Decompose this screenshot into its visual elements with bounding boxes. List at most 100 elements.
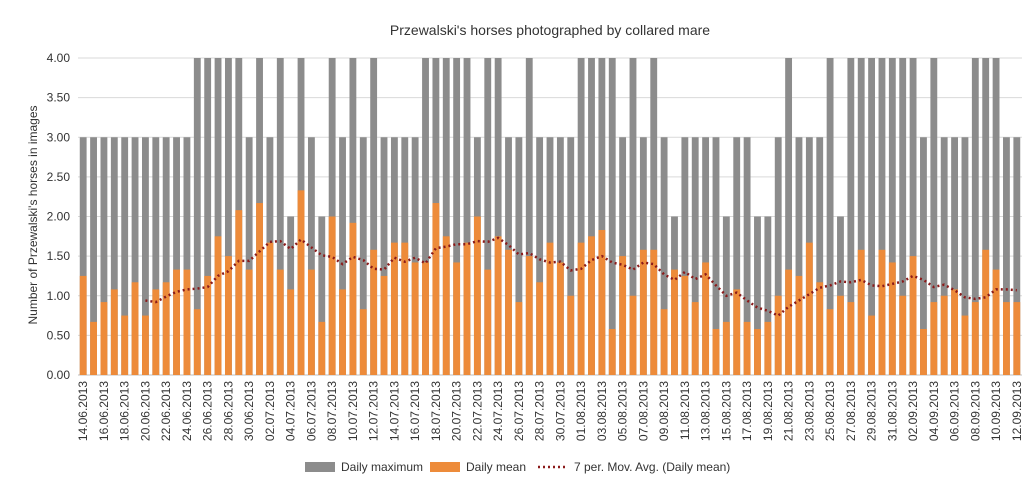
bar [826, 58, 834, 375]
x-tick-label: 24.07.2013 [491, 381, 505, 441]
bar [567, 137, 575, 375]
bar [100, 137, 108, 375]
bar [567, 295, 575, 375]
bar [193, 309, 201, 375]
bar [826, 309, 834, 375]
bar [494, 58, 502, 375]
bar [608, 58, 616, 375]
bar [795, 137, 803, 375]
bar [764, 321, 772, 375]
legend-label: Daily mean [466, 460, 526, 474]
y-tick-label: 1.00 [47, 289, 71, 303]
bar [971, 58, 979, 375]
bar [505, 249, 512, 375]
bar [681, 275, 689, 375]
bar [785, 269, 793, 375]
bar [536, 282, 544, 375]
bar [888, 58, 896, 375]
bar [214, 236, 222, 375]
bar [1003, 302, 1010, 375]
bar [463, 58, 471, 375]
x-tick-label: 27.08.2013 [844, 381, 858, 441]
x-tick-label: 04.07.2013 [284, 381, 298, 441]
x-tick-label: 07.08.2013 [636, 381, 650, 441]
bar [162, 282, 170, 375]
x-tick-label: 14.07.2013 [387, 381, 401, 441]
bar [121, 137, 129, 375]
bar [546, 242, 554, 375]
bar [152, 137, 160, 375]
bar [370, 249, 378, 375]
bar [297, 190, 305, 375]
x-tick-label: 10.07.2013 [346, 381, 360, 441]
y-tick-label: 2.50 [47, 170, 71, 184]
x-tick-label: 02.09.2013 [906, 381, 920, 441]
bar [307, 269, 315, 375]
bar [588, 58, 595, 375]
x-tick-label: 20.06.2013 [138, 381, 152, 441]
bar [484, 269, 492, 375]
bar [712, 329, 720, 375]
bar [152, 289, 160, 375]
bar [422, 262, 429, 375]
y-axis-label: Number of Przewalski's horses in images [26, 105, 40, 324]
bar [370, 58, 378, 375]
bar [660, 309, 668, 375]
bar [671, 269, 678, 375]
x-tick-label: 31.08.2013 [885, 381, 899, 441]
bar [837, 295, 844, 375]
x-tick-label: 28.07.2013 [533, 381, 547, 441]
bar [847, 58, 855, 375]
bar [805, 242, 813, 375]
x-tick-label: 16.06.2013 [97, 381, 111, 441]
x-tick-label: 26.06.2013 [201, 381, 215, 441]
bar [743, 321, 751, 375]
bar [432, 203, 440, 375]
bar [785, 58, 793, 375]
bar [515, 302, 523, 375]
x-tick-label: 26.07.2013 [512, 381, 526, 441]
bar [754, 216, 761, 375]
bar [868, 58, 876, 375]
bar [193, 58, 201, 375]
x-tick-label: 10.09.2013 [989, 381, 1003, 441]
bar [940, 295, 948, 375]
bar [992, 58, 1000, 375]
bar [380, 137, 388, 375]
bar [940, 137, 948, 375]
x-tick-label: 01.08.2013 [574, 381, 588, 441]
bar [660, 137, 668, 375]
bar [121, 315, 129, 375]
bar [598, 58, 606, 375]
bar [951, 137, 958, 375]
bar [556, 137, 564, 375]
bar [795, 275, 803, 375]
bar [276, 269, 284, 375]
bar [764, 216, 772, 375]
x-tick-label: 06.07.2013 [304, 381, 318, 441]
x-tick-label: 24.06.2013 [180, 381, 194, 441]
bar [173, 137, 180, 375]
bar [401, 242, 409, 375]
bar [681, 137, 689, 375]
bar [235, 210, 243, 375]
bar [422, 58, 429, 375]
bar [608, 329, 616, 375]
x-tick-label: 18.07.2013 [429, 381, 443, 441]
x-tick-label: 25.08.2013 [823, 381, 837, 441]
bar [110, 137, 118, 375]
x-tick-label: 21.08.2013 [782, 381, 796, 441]
bar [754, 329, 761, 375]
x-tick-label: 30.07.2013 [553, 381, 567, 441]
x-tick-label: 04.09.2013 [927, 381, 941, 441]
bar [276, 58, 284, 375]
bar [702, 262, 710, 375]
bar [930, 58, 938, 375]
bar [453, 58, 461, 375]
bar [473, 216, 481, 375]
bar [650, 249, 658, 375]
bar [577, 242, 585, 375]
bar [909, 256, 917, 375]
bar [142, 315, 149, 375]
